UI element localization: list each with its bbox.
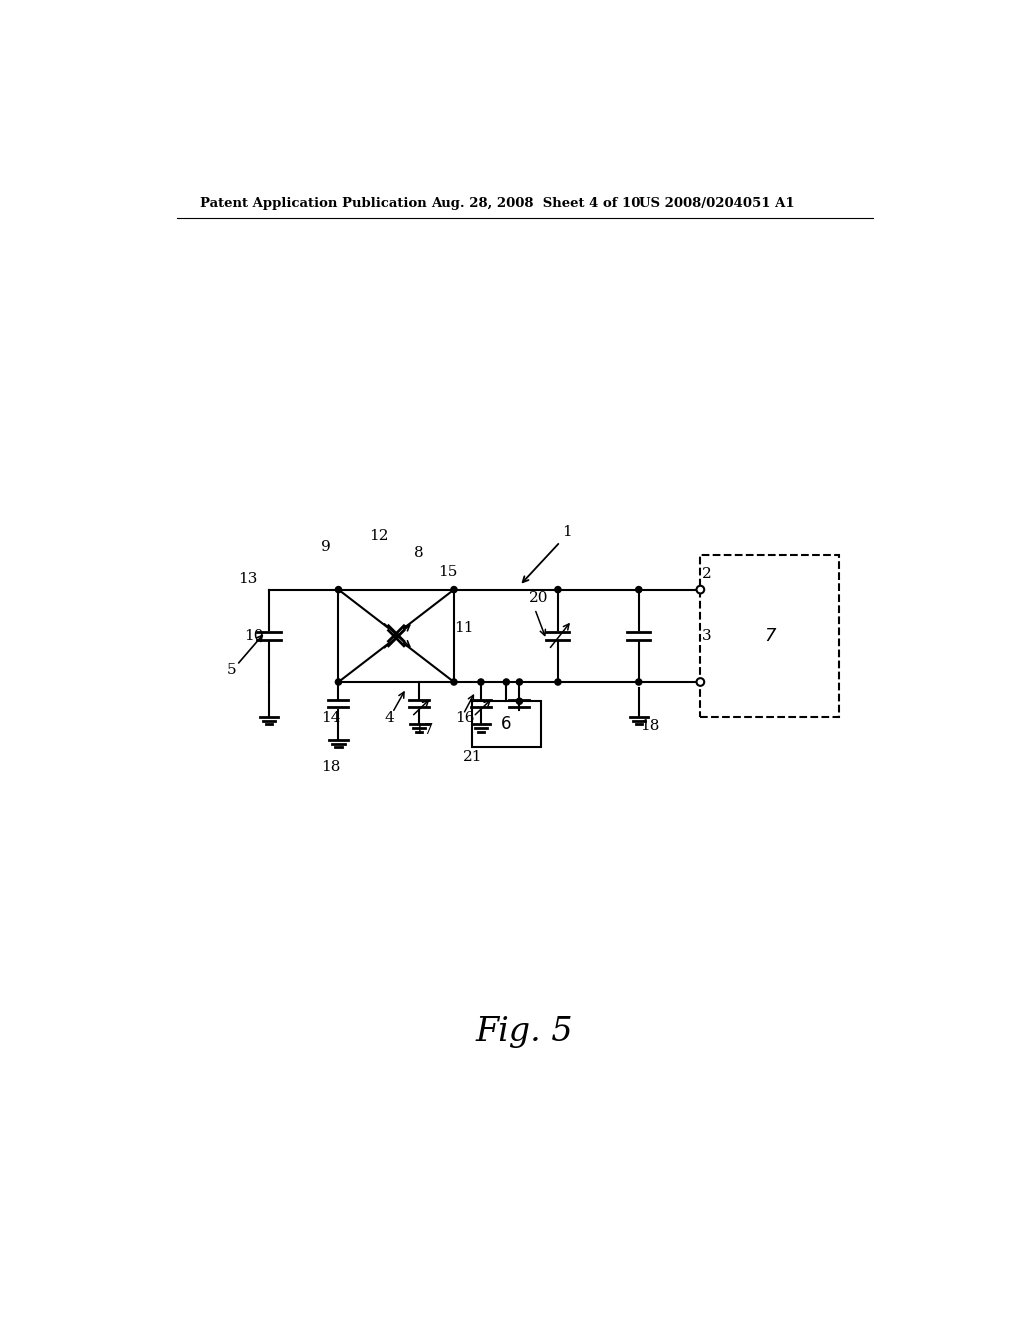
Circle shape — [451, 586, 457, 593]
Text: 12: 12 — [370, 528, 389, 543]
Text: 3: 3 — [701, 628, 712, 643]
Circle shape — [516, 698, 522, 705]
Circle shape — [478, 678, 484, 685]
Text: 21: 21 — [463, 750, 482, 764]
Circle shape — [516, 678, 522, 685]
Text: 5: 5 — [226, 664, 237, 677]
Text: 6: 6 — [501, 715, 512, 734]
Text: 1: 1 — [562, 525, 571, 539]
Text: 13: 13 — [239, 573, 258, 586]
Circle shape — [636, 586, 642, 593]
Text: 15: 15 — [438, 565, 458, 578]
Circle shape — [336, 586, 342, 593]
Bar — [472, 701, 541, 747]
Circle shape — [393, 634, 399, 639]
Circle shape — [636, 678, 642, 685]
Text: Aug. 28, 2008  Sheet 4 of 10: Aug. 28, 2008 Sheet 4 of 10 — [431, 197, 640, 210]
Text: 14: 14 — [322, 711, 341, 725]
Text: 20: 20 — [529, 591, 549, 605]
Text: 16: 16 — [456, 711, 475, 725]
Text: 2: 2 — [701, 568, 712, 581]
Text: 9: 9 — [321, 540, 331, 554]
Text: 11: 11 — [454, 620, 473, 635]
Text: 10: 10 — [245, 628, 264, 643]
Text: Fig. 5: Fig. 5 — [476, 1016, 573, 1048]
Circle shape — [555, 586, 561, 593]
Circle shape — [696, 586, 705, 594]
Text: 18: 18 — [322, 759, 341, 774]
Text: 8: 8 — [414, 546, 424, 560]
Text: 7: 7 — [764, 627, 775, 644]
Circle shape — [696, 678, 705, 686]
Circle shape — [555, 678, 561, 685]
Circle shape — [451, 678, 457, 685]
Text: 17: 17 — [414, 723, 433, 738]
Bar — [700, 554, 839, 717]
Text: 4: 4 — [385, 711, 394, 725]
Text: 18: 18 — [640, 718, 659, 733]
Text: US 2008/0204051 A1: US 2008/0204051 A1 — [639, 197, 795, 210]
Text: Patent Application Publication: Patent Application Publication — [200, 197, 427, 210]
Circle shape — [503, 678, 509, 685]
Circle shape — [336, 678, 342, 685]
